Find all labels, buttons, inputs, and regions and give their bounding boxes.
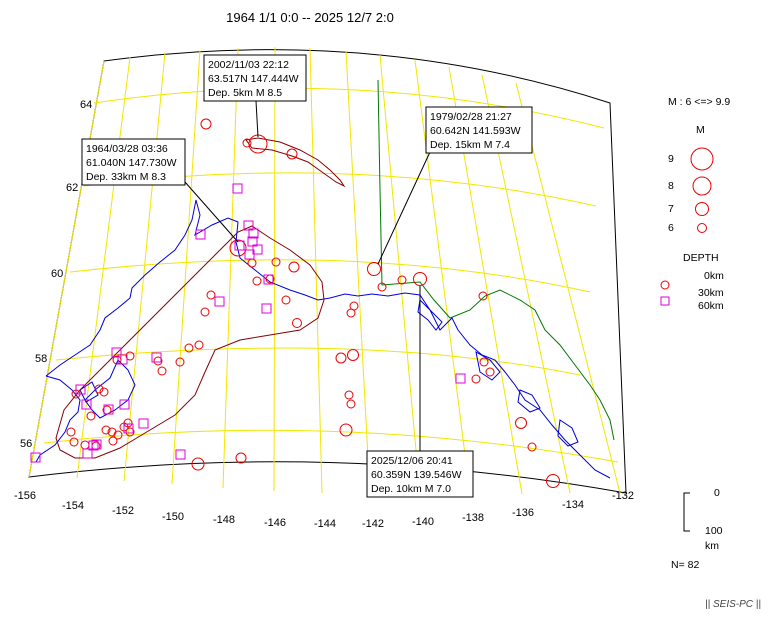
callout-2002[interactable]: 2002/11/03 22:12 63.517N 147.444W Dep. 5… xyxy=(203,54,307,102)
latitude-labels: 64 62 60 58 56 xyxy=(20,99,92,450)
lon-label-146: -146 xyxy=(264,517,286,529)
coastline xyxy=(35,199,611,479)
callout-2002-date: 2002/11/03 22:12 xyxy=(208,59,289,71)
depth-scale-bar xyxy=(683,492,690,532)
event-2025-m7.0[interactable] xyxy=(413,272,427,286)
lon-label-138: -138 xyxy=(462,512,484,524)
legend-mag-6-label: 6 xyxy=(668,222,674,234)
lon-label-150: -150 xyxy=(162,511,184,523)
legend-depth-30-label: 30km xyxy=(698,287,724,299)
depth-scale-top: 0 xyxy=(714,487,720,499)
legend-mag-8-symbol xyxy=(692,176,712,196)
callout-1964-depth-mag: Dep. 33km M 8.3 xyxy=(86,171,166,183)
legend-mag-7-label: 7 xyxy=(668,203,674,215)
callout-2025-depth-mag: Dep. 10km M 7.0 xyxy=(371,483,451,495)
event-1979-m7.4[interactable] xyxy=(367,262,381,276)
legend-mag-header: M xyxy=(696,124,705,136)
map-boundary xyxy=(28,49,627,494)
lat-label-64: 64 xyxy=(80,99,92,111)
depth-scale-bottom: 100 xyxy=(705,525,723,537)
legend-mag-8-label: 8 xyxy=(668,180,674,192)
lon-label-154: -154 xyxy=(62,500,84,512)
graticule xyxy=(28,46,621,495)
legend-depth-60-symbol xyxy=(660,296,670,306)
lon-label-132: -132 xyxy=(612,490,634,502)
lat-label-60: 60 xyxy=(51,268,63,280)
legend-mag-9-label: 9 xyxy=(668,153,674,165)
callout-1979[interactable]: 1979/02/28 21:27 60.642N 141.593W Dep. 1… xyxy=(425,106,533,154)
callout-1964-date: 1964/03/28 03:36 xyxy=(86,143,168,155)
legend-mag-7-symbol xyxy=(695,202,709,216)
legend-mag-6-symbol xyxy=(697,223,707,233)
lon-label-134: -134 xyxy=(562,499,584,511)
credit: || SEIS-PC || xyxy=(705,599,761,610)
legend-depth-60-label: 60km xyxy=(698,300,724,312)
callout-1964[interactable]: 1964/03/28 03:36 61.040N 147.730W Dep. 3… xyxy=(81,138,186,186)
lon-label-144: -144 xyxy=(314,518,336,530)
callout-2025-coords: 60.359N 139.546W xyxy=(371,469,462,481)
callout-leaders xyxy=(184,100,431,452)
event-count: N= 82 xyxy=(671,559,699,571)
lon-label-148: -148 xyxy=(213,514,235,526)
legend-depth-30-symbol xyxy=(660,280,670,290)
callout-2002-depth-mag: Dep. 5km M 8.5 xyxy=(208,87,282,99)
callout-1979-coords: 60.642N 141.593W xyxy=(430,125,521,137)
lat-label-62: 62 xyxy=(66,182,78,194)
legend: M : 6 <=> 9.9 M 9 8 7 6 DEPTH 0km 30km 6… xyxy=(660,96,730,571)
legend-depth-header: DEPTH xyxy=(683,252,719,264)
lon-label-156: -156 xyxy=(14,490,36,502)
legend-depth-0-label: 0km xyxy=(704,270,724,282)
lon-label-142: -142 xyxy=(362,518,384,530)
rupture-zone-1964 xyxy=(55,225,325,459)
callout-2025[interactable]: 2025/12/06 20:41 60.359N 139.546W Dep. 1… xyxy=(366,450,474,498)
event-1964-m8.3[interactable] xyxy=(229,239,247,257)
international-border xyxy=(377,79,615,441)
lon-label-140: -140 xyxy=(412,516,434,528)
callout-2025-date: 2025/12/06 20:41 xyxy=(371,455,453,467)
lat-label-58: 58 xyxy=(35,353,47,365)
rupture-zone-2002 xyxy=(245,137,346,188)
callout-1964-coords: 61.040N 147.730W xyxy=(86,157,177,169)
callout-1979-depth-mag: Dep. 15km M 7.4 xyxy=(430,139,510,151)
map-title: 1964 1/1 0:0 -- 2025 12/7 2:0 xyxy=(226,10,394,25)
lon-label-136: -136 xyxy=(512,507,534,519)
longitude-labels: -156 -154 -152 -150 -148 -146 -144 -142 … xyxy=(14,490,634,530)
legend-mag-9-symbol xyxy=(690,147,714,171)
depth-scale-unit: km xyxy=(705,540,719,552)
callout-2002-coords: 63.517N 147.444W xyxy=(208,73,299,85)
lon-label-152: -152 xyxy=(112,505,134,517)
lat-label-56: 56 xyxy=(20,438,32,450)
earthquakes xyxy=(30,118,560,488)
legend-mag-range: M : 6 <=> 9.9 xyxy=(668,96,730,108)
callout-1979-date: 1979/02/28 21:27 xyxy=(430,111,512,123)
